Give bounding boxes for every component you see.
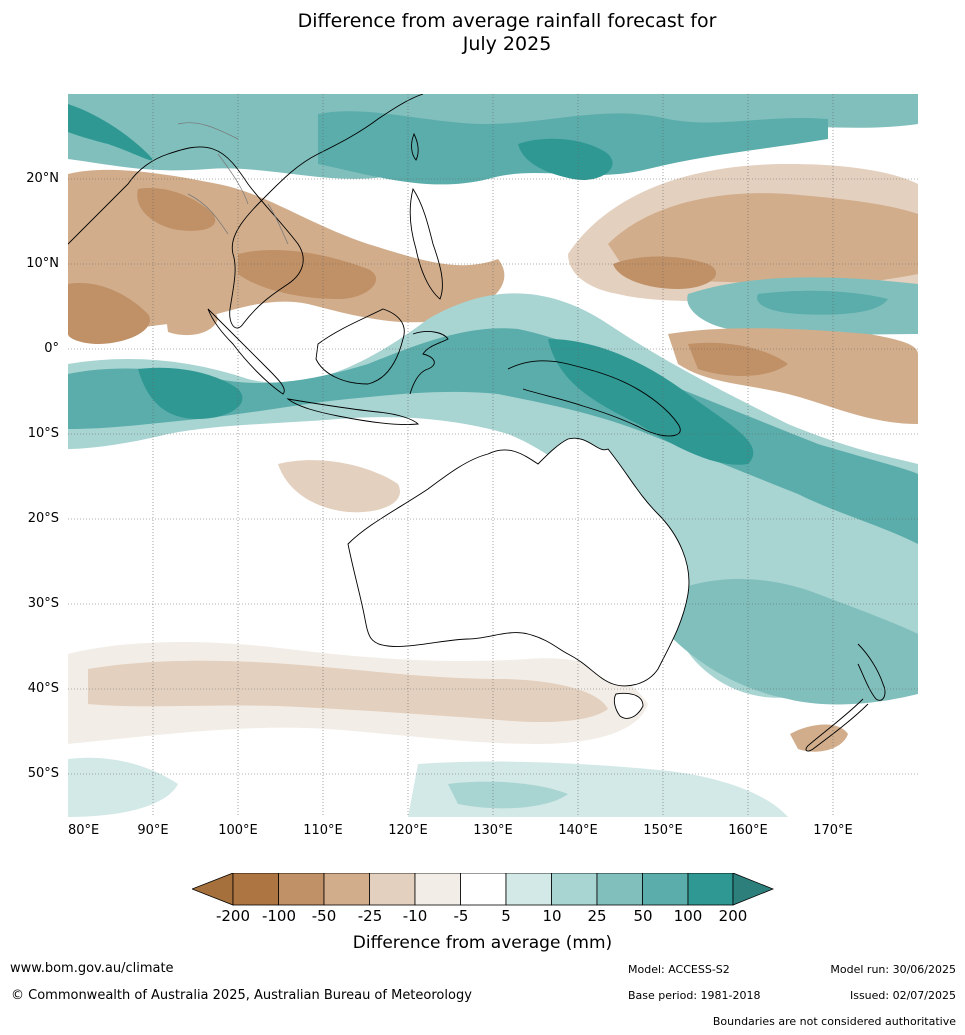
colorbar-tick-1: -200 (215, 907, 251, 925)
shade-mc-teal-core-east (548, 339, 754, 465)
footer-issued: Issued: 02/07/2025 (849, 989, 956, 1002)
footer-model: Model: ACCESS-S2 (628, 963, 730, 976)
colorbar-swatch-5 (414, 873, 461, 906)
colorbar-arrow-low (192, 873, 234, 906)
title-line-2: July 2025 (462, 33, 552, 55)
shade-china-core (518, 138, 613, 180)
new-guinea-coast (507, 360, 681, 437)
sulawesi-coast (409, 331, 449, 395)
asia-coast (68, 94, 424, 329)
colorbar-tick-4: -25 (357, 907, 383, 925)
colorbar-tick-8: 10 (542, 907, 562, 925)
colorbar-tick-2: -100 (261, 907, 297, 925)
colorbar-tick-6: -5 (453, 907, 469, 925)
lat-label-0: 0° (44, 341, 59, 356)
lon-label-90e: 90°E (137, 823, 169, 838)
colorbar-swatch-7 (505, 873, 552, 906)
lat-label-20s: 20°S (27, 511, 59, 526)
colorbar-swatch-1 (232, 873, 279, 906)
map-canvas (68, 94, 918, 817)
footer-disclaimer: Boundaries are not considered authoritat… (712, 1015, 956, 1028)
footer-model-run: Model run: 30/06/2025 (830, 963, 956, 976)
map-title: Difference from average rainfall forecas… (0, 10, 965, 56)
shade-eq-pacific-core (688, 342, 788, 376)
lon-label-80e: 80°E (68, 823, 100, 838)
lon-label-140e: 140°E (558, 823, 598, 838)
shade-bay-brown (163, 292, 218, 336)
shade-pacific-teal-core (757, 290, 888, 315)
colorbar-arrow-high (732, 873, 774, 906)
lon-label-120e: 120°E (388, 823, 428, 838)
lon-label-170e: 170°E (813, 823, 853, 838)
shade-southern-brown-mid (88, 660, 608, 722)
java-coast (286, 398, 419, 425)
shade-wio-brown (68, 283, 150, 344)
colorbar-tick-7: 5 (501, 907, 511, 925)
lon-label-160e: 160°E (728, 823, 768, 838)
borneo-coast (315, 308, 405, 385)
shade-south-teal-3 (448, 781, 568, 809)
lon-label-110e: 110°E (303, 823, 343, 838)
title-line-1: Difference from average rainfall forecas… (297, 10, 717, 32)
colorbar-swatch-4 (369, 873, 416, 906)
colorbar-label: Difference from average (mm) (352, 933, 613, 953)
gridlines (68, 94, 918, 817)
new-zealand-south (805, 698, 869, 752)
colorbar-swatch-10 (642, 873, 689, 906)
sumatra-coast (207, 308, 285, 395)
lon-label-100e: 100°E (218, 823, 258, 838)
colorbar-swatch-8 (551, 873, 598, 906)
lat-label-40s: 40°S (27, 681, 59, 696)
tasmania-land (613, 692, 644, 719)
colorbar-tick-12: 200 (718, 907, 748, 925)
shade-south-teal (68, 757, 178, 817)
country-borders (177, 122, 289, 245)
colorbar-tick-11: 100 (673, 907, 703, 925)
footer-copyright: © Commonwealth of Australia 2025, Austra… (11, 988, 472, 1003)
shade-north-dark-teal (68, 104, 153, 161)
rainfall-map (68, 94, 918, 817)
colorbar (192, 873, 774, 906)
colorbar-tick-5: -10 (402, 907, 428, 925)
footer-base-period: Base period: 1981-2018 (628, 989, 761, 1002)
colorbar-swatch-11 (687, 873, 734, 906)
colorbar-swatch-9 (596, 873, 643, 906)
footer-url[interactable]: www.bom.gov.au/climate (10, 961, 174, 976)
lat-label-10s: 10°S (27, 426, 59, 441)
shade-aus-nw-brown (278, 460, 400, 513)
lat-label-30s: 30°S (27, 596, 59, 611)
australia-land (347, 437, 690, 687)
new-zealand-north (857, 643, 886, 701)
shade-nz-brown (790, 724, 848, 752)
taiwan-coast (411, 132, 419, 161)
shade-indochina-core (137, 188, 216, 231)
lon-label-150e: 150°E (643, 823, 683, 838)
lat-label-50s: 50°S (27, 766, 59, 781)
colorbar-swatch-2 (278, 873, 325, 906)
shade-mc-teal-core-west (138, 367, 243, 419)
shade-pacific-brown-core (613, 256, 717, 289)
colorbar-tick-3: -50 (311, 907, 337, 925)
colorbar-swatch-3 (323, 873, 370, 906)
shade-scs-core (238, 249, 377, 299)
philippines-coast (409, 187, 443, 300)
lon-label-130e: 130°E (473, 823, 513, 838)
colorbar-tick-10: 50 (633, 907, 653, 925)
colorbar-tick-9: 25 (587, 907, 607, 925)
shade-tasman-teal (668, 579, 918, 705)
colorbar-swatch-6 (460, 873, 507, 906)
lat-label-10n: 10°N (26, 256, 59, 271)
lat-label-20n: 20°N (26, 171, 59, 186)
